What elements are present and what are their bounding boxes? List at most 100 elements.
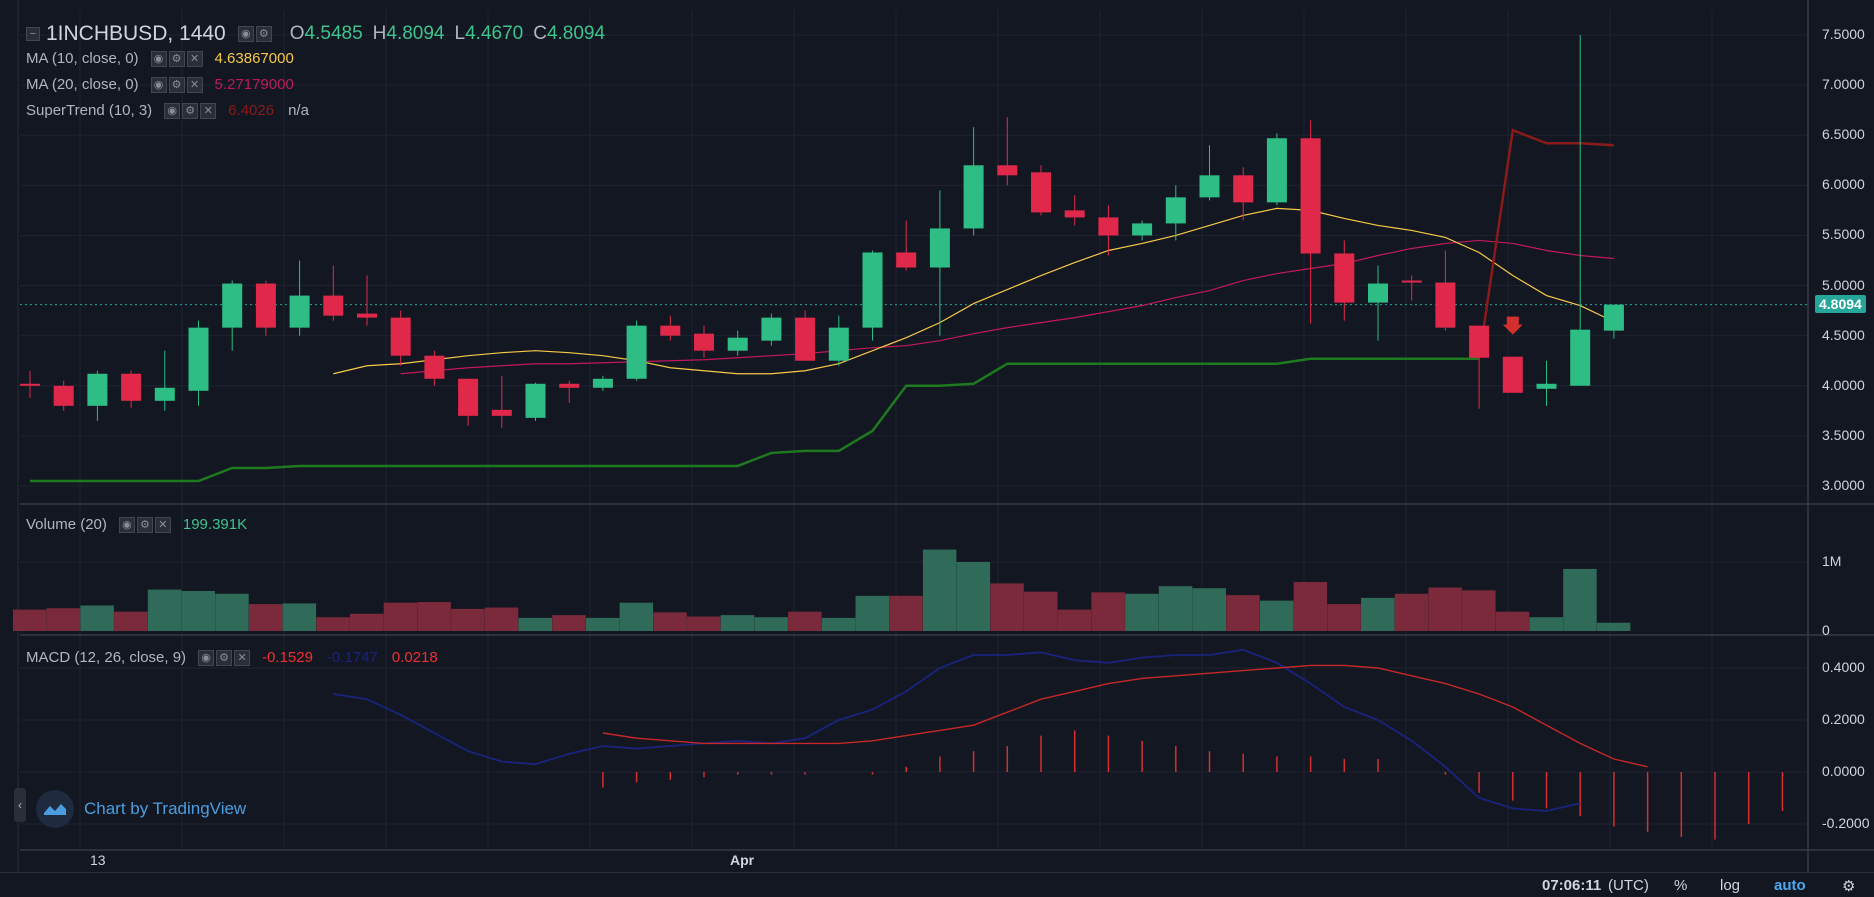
candle-body [795, 317, 816, 361]
gear-icon[interactable]: ⚙ [216, 649, 233, 666]
eye-icon[interactable]: ◉ [150, 76, 167, 93]
candle-body [1233, 175, 1254, 203]
candle-body [154, 387, 175, 401]
gear-icon[interactable]: ⚙ [182, 102, 199, 119]
volume-bar [417, 602, 451, 631]
volume-bar [215, 593, 249, 631]
candle-body [255, 283, 276, 328]
volume-bar [1293, 582, 1328, 631]
eye-icon[interactable]: ◉ [118, 516, 135, 533]
settings-gear-icon[interactable]: ⚙ [1842, 878, 1856, 895]
axis-tick-label: 0 [1822, 622, 1830, 638]
candle-body [592, 378, 613, 388]
volume-bar [990, 583, 1024, 631]
volume-bar [1158, 586, 1193, 631]
candle-body [390, 317, 411, 356]
close-icon[interactable]: ✕ [186, 50, 203, 67]
gear-icon[interactable]: ⚙ [136, 516, 153, 533]
volume-legend: Volume (20) ◉ ⚙ ✕ 199.391K [26, 516, 247, 533]
close-icon[interactable]: ✕ [200, 102, 217, 119]
last-price-tag: 4.8094 [1815, 295, 1866, 313]
axis-tick-label: 3.0000 [1822, 477, 1865, 493]
ma10-line [333, 207, 1615, 375]
clock-timezone[interactable]: (UTC) [1608, 877, 1649, 894]
macd-hist-value: 0.0218 [391, 649, 438, 666]
percent-toggle[interactable]: % [1674, 877, 1688, 894]
volume-bar [552, 615, 586, 631]
supertrend-legend: SuperTrend (10, 3) ◉ ⚙ ✕ 6.4026 n/a [26, 102, 309, 119]
bottom-toolbar: 07:06:11 (UTC) % log auto ⚙ [0, 872, 1874, 897]
ma20-legend: MA (20, close, 0) ◉ ⚙ ✕ 5.27179000 [26, 76, 294, 93]
macd-legend: MACD (12, 26, close, 9) ◉ ⚙ ✕ -0.1529 -0.1… [26, 649, 438, 666]
candle-body [1266, 138, 1287, 203]
candle-body [1603, 304, 1624, 331]
clock-time: 07:06:11 [1542, 877, 1602, 894]
candle-body [963, 165, 984, 229]
gear-icon[interactable]: ⚙ [168, 76, 185, 93]
volume-bar [1596, 622, 1631, 631]
symbol-legend: − 1INCHBUSD, 1440 ◉ ⚙ O4.5485 H4.8094 L4.… [26, 22, 605, 46]
candle-body [491, 409, 512, 416]
candle-body [997, 165, 1018, 176]
candle-body [458, 378, 479, 416]
candle-body [1300, 138, 1321, 254]
volume-bar [1495, 611, 1530, 631]
axis-tick-label: 5.0000 [1822, 276, 1865, 293]
candle-body [87, 373, 108, 406]
auto-toggle[interactable]: auto [1774, 877, 1806, 894]
eye-icon[interactable]: ◉ [198, 649, 215, 666]
ma10-legend: MA (10, close, 0) ◉ ⚙ ✕ 4.63867000 [26, 50, 294, 67]
macd-value: -0.1529 [262, 649, 313, 666]
volume-bar [1327, 604, 1361, 631]
gear-icon[interactable]: ⚙ [168, 50, 185, 67]
ma10-label: MA (10, close, 0) [26, 50, 139, 67]
symbol-title: 1INCHBUSD, 1440 [46, 22, 226, 45]
volume-bar [114, 611, 148, 631]
collapse-icon[interactable]: − [26, 27, 40, 41]
axis-tick-label: 4.5000 [1822, 326, 1865, 343]
candle-body [121, 373, 142, 401]
axis-tick-label: 0.0000 [1822, 763, 1865, 779]
tradingview-branding[interactable]: Chart by TradingView [36, 790, 246, 828]
axis-tick-label: 6.0000 [1822, 176, 1865, 193]
candle-body [694, 333, 714, 351]
candle-body [323, 295, 344, 316]
close-icon[interactable]: ✕ [186, 76, 203, 93]
candle-body [1368, 283, 1388, 303]
volume-bar [821, 617, 856, 631]
volume-bar [1563, 568, 1597, 631]
volume-bar [1462, 590, 1496, 631]
eye-icon[interactable]: ◉ [237, 26, 254, 42]
axis-tick-label: 5.5000 [1822, 226, 1865, 243]
volume-bar [181, 590, 215, 631]
macd-signal-line [602, 664, 1648, 768]
volume-bar [619, 602, 654, 631]
close-value: 4.8094 [546, 23, 606, 44]
time-label-apr: Apr [730, 852, 755, 868]
close-icon[interactable]: ✕ [154, 516, 171, 533]
volume-bar [248, 604, 283, 631]
eye-icon[interactable]: ◉ [150, 50, 167, 67]
axis-tick-label: 4.0000 [1822, 376, 1865, 393]
candle-body [1536, 383, 1557, 389]
supertrend-down-line [1477, 128, 1614, 359]
volume-bar [720, 615, 755, 631]
candle-body [828, 327, 849, 361]
volume-value: 199.391K [182, 516, 248, 533]
eye-icon[interactable]: ◉ [164, 102, 181, 119]
volume-bar [653, 612, 687, 631]
log-toggle[interactable]: log [1720, 877, 1741, 894]
volume-bar [1192, 588, 1226, 631]
ohlc-values: O4.5485 H4.8094 L4.4670 C4.8094 [290, 23, 605, 45]
gear-icon[interactable]: ⚙ [255, 26, 272, 42]
candle-body [20, 383, 40, 386]
ma20-label: MA (20, close, 0) [26, 76, 139, 93]
volume-bar [1091, 592, 1125, 631]
close-icon[interactable]: ✕ [234, 649, 251, 666]
low-value: 4.4670 [465, 23, 524, 44]
volume-bar [687, 616, 721, 631]
volume-bar [1226, 595, 1260, 631]
collapse-panel-tab[interactable]: ‹ [14, 788, 26, 822]
candle-body [929, 228, 950, 268]
